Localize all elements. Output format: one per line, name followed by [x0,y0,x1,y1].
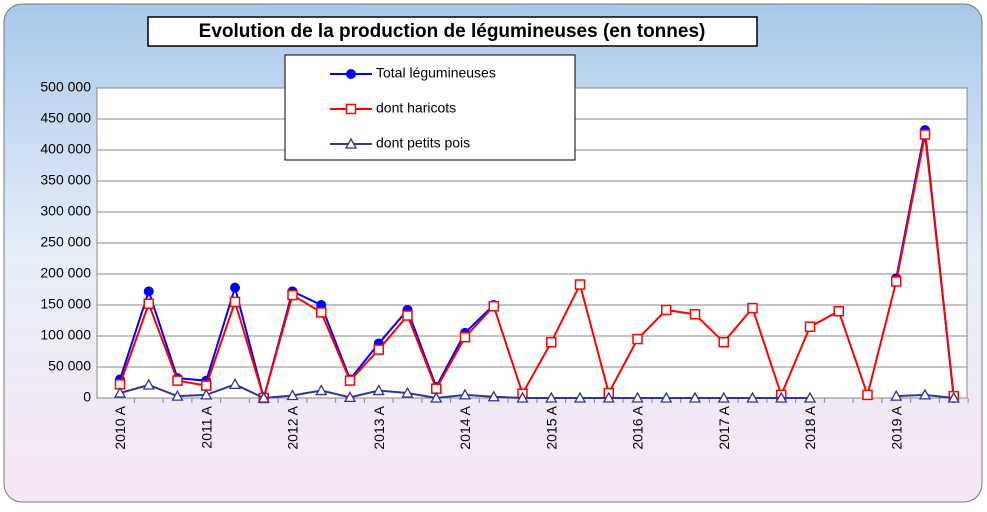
chart-title: Evolution de la production de légumineus… [199,21,706,42]
y-tick-label: 50 000 [48,358,91,374]
marker [688,391,702,403]
y-tick-label: 250 000 [40,234,91,250]
x-tick-label: 2019 A [888,405,904,449]
marker [316,307,327,318]
marker [488,300,499,312]
y-tick-label: 100 000 [40,327,91,343]
marker [919,129,931,140]
marker [631,391,644,403]
x-tick-label: 2012 A [285,405,301,449]
marker [947,391,960,403]
marker [891,276,902,287]
marker [200,388,213,400]
y-tick-label: 400 000 [40,141,91,157]
marker [401,386,414,398]
marker [171,389,184,401]
marker [632,333,643,345]
marker [804,321,816,332]
legend-label: dont haricots [376,100,456,116]
marker [487,390,500,402]
marker [717,391,730,403]
marker [833,305,844,317]
marker [546,336,557,348]
legend-label: dont petits pois [376,135,470,151]
marker [287,289,298,301]
marker [372,384,385,396]
y-tick-label: 150 000 [40,296,91,312]
marker [516,391,529,403]
x-tick-label: 2017 A [716,405,732,449]
marker [343,391,357,403]
marker [228,378,242,390]
marker [890,389,903,401]
marker [345,103,357,115]
x-tick-label: 2013 A [371,405,387,449]
x-tick-label: 2010 A [112,405,128,449]
x-tick-label: 2011 A [198,405,214,448]
y-tick-label: 0 [83,389,91,405]
y-tick-label: 350 000 [40,172,91,188]
marker [113,386,127,398]
marker [746,391,759,403]
marker [344,137,358,149]
marker [430,391,443,403]
marker [459,331,471,343]
x-tick-label: 2016 A [630,405,646,449]
y-tick-label: 500 000 [40,79,91,95]
legend-label: Total légumineuses [376,65,496,81]
marker [346,69,356,79]
y-tick-label: 450 000 [40,110,91,126]
marker [803,391,817,403]
marker [315,384,328,396]
marker [344,375,356,386]
marker [573,391,587,403]
marker [775,391,788,403]
marker [718,336,729,348]
marker [689,309,701,320]
x-tick-label: 2014 A [457,405,473,449]
marker [545,391,558,403]
marker [660,391,673,403]
title-box [147,16,758,47]
marker [747,302,758,314]
marker [602,391,615,403]
marker [257,391,270,403]
marker [402,310,413,321]
marker [661,304,672,316]
marker [862,389,873,401]
marker [574,279,586,290]
marker [172,375,183,386]
y-tick-label: 300 000 [40,203,91,219]
marker [142,378,155,390]
y-tick-label: 200 000 [40,265,91,281]
legend-box [284,54,576,161]
marker [143,298,154,310]
marker [286,389,299,401]
marker [918,388,932,400]
marker [373,344,384,355]
x-tick-label: 2015 A [543,405,559,449]
marker [229,296,241,308]
marker [143,286,154,297]
marker [458,388,472,400]
marker [230,282,240,293]
x-tick-label: 2018 A [802,405,818,449]
